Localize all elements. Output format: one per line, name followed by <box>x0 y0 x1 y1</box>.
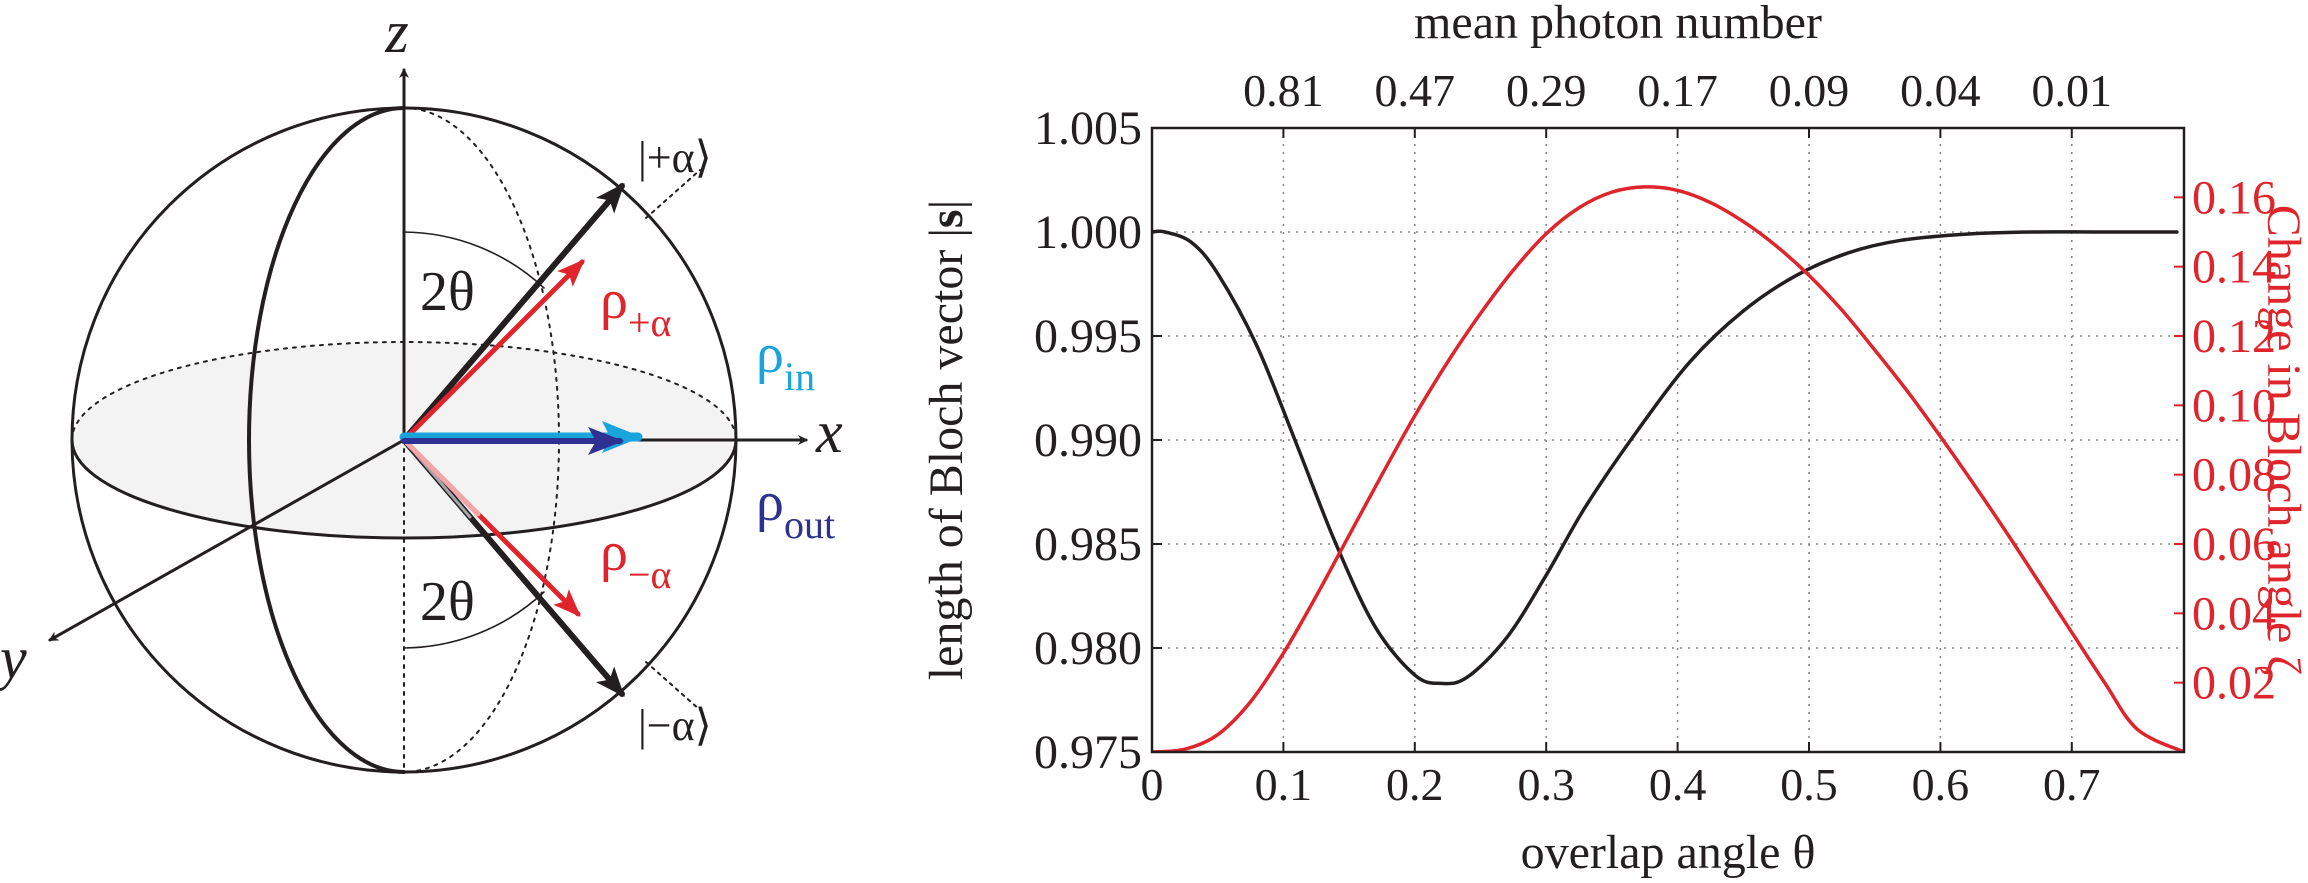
top-tick-label: 0.29 <box>1506 65 1587 116</box>
y-left-axis-title: length of Bloch vector |s| <box>920 200 973 680</box>
y-left-tick-label: 0.990 <box>1034 414 1142 467</box>
y-left-tick-label: 0.985 <box>1034 518 1142 571</box>
top-tick-label: 0.81 <box>1243 65 1324 116</box>
y-right-tick-label: 0.02 <box>2192 657 2276 710</box>
y-right-tick-label: 0.16 <box>2192 171 2276 224</box>
top-tick-label: 0.47 <box>1375 65 1456 116</box>
x-tick-labels: 0 0.1 0.2 0.3 0.4 0.5 0.6 0.7 <box>1141 759 2101 810</box>
rho-in-label: ρin <box>756 323 815 399</box>
grid-lines <box>1152 128 2184 752</box>
z-axis-label: z <box>384 0 408 65</box>
y-right-tick-label: 0.14 <box>2192 241 2276 294</box>
top-tick-labels: 0.81 0.47 0.29 0.17 0.09 0.04 0.01 <box>1243 65 2112 116</box>
y-left-tick-label: 0.975 <box>1034 726 1142 779</box>
y-axis-label: y <box>0 625 27 691</box>
rho-plus-vector <box>401 259 585 443</box>
ket-minus-label: |−α⟩ <box>638 701 712 750</box>
top-tick-label: 0.01 <box>2032 65 2113 116</box>
plot-frame <box>1150 126 2186 754</box>
y-right-tick-label: 0.06 <box>2192 518 2276 571</box>
y-right-tick-label: 0.08 <box>2192 449 2276 502</box>
x-axis-title: overlap angle θ <box>1521 826 1816 879</box>
angle-label-upper: 2θ <box>420 261 475 323</box>
x-tick-label: 0.4 <box>1649 759 1707 810</box>
x-tick-label: 0.5 <box>1780 759 1838 810</box>
ket-plus-label: |+α⟩ <box>638 133 712 182</box>
x-tick-label: 0.6 <box>1912 759 1970 810</box>
chart: 0 0.1 0.2 0.3 0.4 0.5 0.6 0.7 0.9750.9800.9850.… <box>920 0 2308 879</box>
rho-minus-vector-fade <box>401 437 481 517</box>
ket-plus-vector <box>401 182 625 443</box>
top-tick-label: 0.04 <box>1900 65 1981 116</box>
angle-arc-upper <box>403 231 545 289</box>
y-left-tick-label: 0.995 <box>1034 310 1142 363</box>
x-tick-label: 0.7 <box>2043 759 2101 810</box>
y-right-tick-label: 0.10 <box>2192 379 2276 432</box>
bloch-sphere-diagram: z x y |+α⟩ |−α⟩ 2θ 2θ ρ+α ρ−α ρin ρout <box>0 0 843 774</box>
x-tick-label: 0.2 <box>1386 759 1444 810</box>
top-tick-label: 0.17 <box>1637 65 1718 116</box>
y-left-tick-labels: 0.975 0.980 0.985 0.990 0.995 1.000 1.005 <box>1034 102 1142 779</box>
top-tick-label: 0.09 <box>1769 65 1850 116</box>
angle-label-lower: 2θ <box>420 571 475 633</box>
y-right-axis-title: Change in Bloch angle ζ <box>2257 205 2308 675</box>
y-left-tick-label: 1.005 <box>1034 102 1142 155</box>
chart-title: mean photon number <box>1414 0 1822 49</box>
x-tick-label: 0.1 <box>1255 759 1313 810</box>
series-bloch-vector-length <box>1152 229 2179 686</box>
tick-marks <box>1151 127 2184 753</box>
angle-arc-lower <box>403 591 545 649</box>
series-layer <box>1152 185 2184 752</box>
y-right-tick-label: 0.04 <box>2192 587 2276 640</box>
y-left-tick-label: 1.000 <box>1034 206 1142 259</box>
rho-minus-label: ρ−α <box>600 521 672 597</box>
rho-out-label: ρout <box>756 471 835 547</box>
rho-plus-label: ρ+α <box>600 269 672 345</box>
x-axis-label: x <box>815 399 843 465</box>
y-axis <box>48 438 406 642</box>
y-right-tick-labels: 0.02 0.04 0.06 0.08 0.10 0.12 0.14 0.16 <box>2192 171 2276 709</box>
y-right-tick-label: 0.12 <box>2192 310 2276 363</box>
x-tick-label: 0 <box>1141 759 1164 810</box>
meridian-front <box>247 106 406 774</box>
y-left-tick-label: 0.980 <box>1034 622 1142 675</box>
x-tick-label: 0.3 <box>1517 759 1575 810</box>
equator-front <box>70 438 738 540</box>
series-bloch-angle-change <box>1152 185 2184 752</box>
